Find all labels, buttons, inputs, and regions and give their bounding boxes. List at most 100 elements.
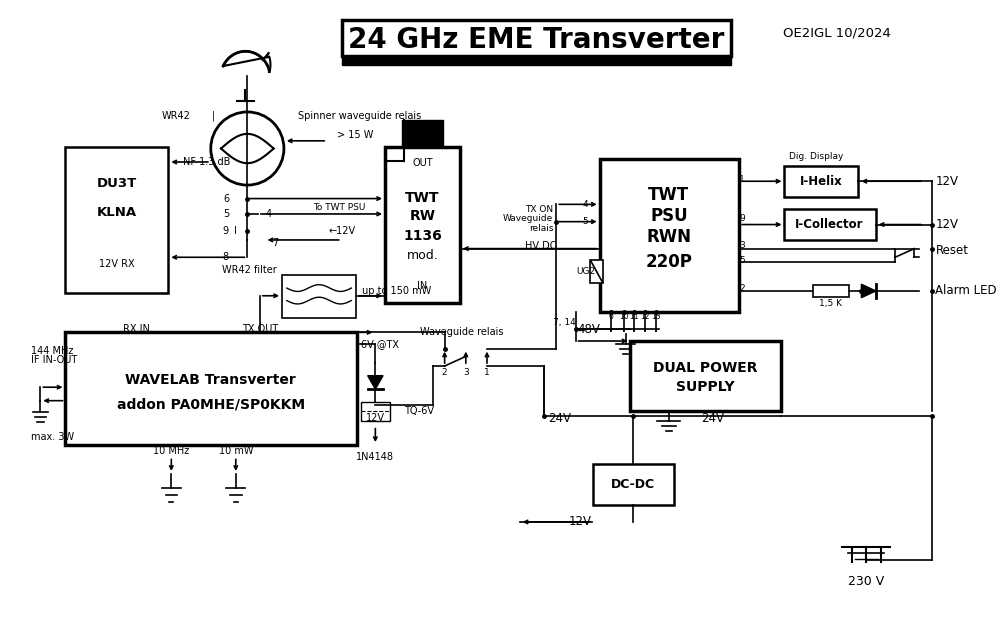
Text: PSU: PSU <box>650 207 688 225</box>
Text: 6V @TX: 6V @TX <box>361 339 399 349</box>
Text: 7: 7 <box>272 238 279 248</box>
Text: 2: 2 <box>442 369 447 377</box>
Text: 1: 1 <box>484 369 490 377</box>
Text: KLNA: KLNA <box>96 206 137 218</box>
Text: I-Helix: I-Helix <box>800 175 842 188</box>
Bar <box>361 402 390 421</box>
Text: I-Collector: I-Collector <box>795 218 864 231</box>
Text: > 15 W: > 15 W <box>337 130 373 140</box>
Text: |: | <box>212 110 215 121</box>
Bar <box>590 260 603 283</box>
Text: Spinner waveguide relais: Spinner waveguide relais <box>298 111 422 121</box>
Text: 7, 14: 7, 14 <box>553 318 576 327</box>
Bar <box>600 159 739 312</box>
Bar <box>630 341 781 411</box>
Text: 5: 5 <box>739 256 745 264</box>
Polygon shape <box>861 284 876 298</box>
Text: 2: 2 <box>739 283 745 293</box>
Bar <box>784 166 858 197</box>
Text: max. 3W: max. 3W <box>31 432 74 442</box>
Text: 220P: 220P <box>645 253 692 271</box>
Bar <box>784 209 876 240</box>
Text: 1,5 K: 1,5 K <box>819 299 842 308</box>
Text: RX IN: RX IN <box>123 324 150 334</box>
Text: 4: 4 <box>266 209 272 219</box>
Text: 1136: 1136 <box>403 229 442 243</box>
Text: 24V: 24V <box>701 413 724 425</box>
Bar <box>65 146 168 293</box>
Bar <box>342 56 731 65</box>
Bar <box>402 120 443 146</box>
Text: 12V: 12V <box>935 175 958 188</box>
Text: up to 150 mW: up to 150 mW <box>362 286 431 296</box>
Text: 9: 9 <box>739 215 745 223</box>
Text: Waveguide: Waveguide <box>503 215 553 223</box>
Text: IN: IN <box>417 281 428 291</box>
Text: DC-DC: DC-DC <box>611 478 655 491</box>
Text: UG2: UG2 <box>577 267 596 276</box>
Text: 10: 10 <box>619 312 628 321</box>
Bar <box>593 464 674 505</box>
Text: WR42: WR42 <box>162 111 191 121</box>
Text: SUPPLY: SUPPLY <box>676 380 735 394</box>
Text: 6: 6 <box>609 312 614 321</box>
Text: HV DC: HV DC <box>525 240 556 251</box>
Text: 4: 4 <box>582 200 588 209</box>
Text: 144 MHz: 144 MHz <box>31 346 73 356</box>
Text: I: I <box>231 227 237 236</box>
Text: 1: 1 <box>739 175 745 184</box>
Text: RW: RW <box>410 209 436 223</box>
Text: 8: 8 <box>222 252 228 262</box>
Bar <box>385 146 460 302</box>
Text: 10 MHz: 10 MHz <box>153 445 189 456</box>
Text: TX OUT: TX OUT <box>242 324 278 334</box>
Text: WR42 filter: WR42 filter <box>222 265 277 274</box>
Text: 48V: 48V <box>577 323 600 336</box>
Text: TX ON: TX ON <box>525 204 553 214</box>
Text: NF 1.3 dB: NF 1.3 dB <box>183 157 230 167</box>
Text: TWT: TWT <box>405 191 440 204</box>
Text: 3: 3 <box>463 369 469 377</box>
Bar <box>342 20 731 56</box>
Text: 230 V: 230 V <box>848 575 884 588</box>
Text: Waveguide relais: Waveguide relais <box>420 327 504 338</box>
Polygon shape <box>223 51 270 73</box>
Text: OE2IGL 10/2024: OE2IGL 10/2024 <box>783 27 891 40</box>
Text: 6: 6 <box>223 194 229 204</box>
Text: IF IN-OUT: IF IN-OUT <box>31 355 77 365</box>
Text: Dig. Display: Dig. Display <box>789 151 844 161</box>
Text: 9: 9 <box>222 227 228 236</box>
Text: relais: relais <box>529 224 553 233</box>
Text: 3: 3 <box>739 241 745 251</box>
Bar <box>282 274 356 318</box>
Text: 10 mW: 10 mW <box>219 445 253 456</box>
Text: TWT: TWT <box>648 186 689 204</box>
Text: 12V: 12V <box>569 516 592 528</box>
Polygon shape <box>368 375 383 389</box>
Text: 1N4148: 1N4148 <box>356 452 394 463</box>
Text: 12V: 12V <box>935 218 958 231</box>
Text: 5: 5 <box>582 217 588 226</box>
Text: 13: 13 <box>652 312 661 321</box>
Text: TQ-6V: TQ-6V <box>404 406 434 416</box>
Text: RWN: RWN <box>646 228 691 246</box>
Text: 11: 11 <box>629 312 639 321</box>
Bar <box>65 333 357 445</box>
Text: Alarm LED: Alarm LED <box>935 285 997 297</box>
Text: 24V: 24V <box>549 413 572 425</box>
Text: To TWT PSU: To TWT PSU <box>313 203 365 212</box>
Text: mod.: mod. <box>407 249 438 262</box>
Text: ←12V: ←12V <box>329 227 356 236</box>
Text: OUT: OUT <box>412 158 433 168</box>
Text: 12V: 12V <box>366 413 385 423</box>
Circle shape <box>211 112 284 185</box>
Text: 24 GHz EME Transverter: 24 GHz EME Transverter <box>348 26 724 54</box>
Text: 12: 12 <box>640 312 650 321</box>
Text: Reset: Reset <box>935 244 968 257</box>
Text: addon PA0MHE/SP0KKM: addon PA0MHE/SP0KKM <box>117 398 305 411</box>
Text: WAVELAB Transverter: WAVELAB Transverter <box>125 372 296 387</box>
Text: 12V RX: 12V RX <box>99 259 134 269</box>
Bar <box>813 285 849 297</box>
Text: DUAL POWER: DUAL POWER <box>653 361 758 375</box>
Text: DU3T: DU3T <box>96 177 137 190</box>
